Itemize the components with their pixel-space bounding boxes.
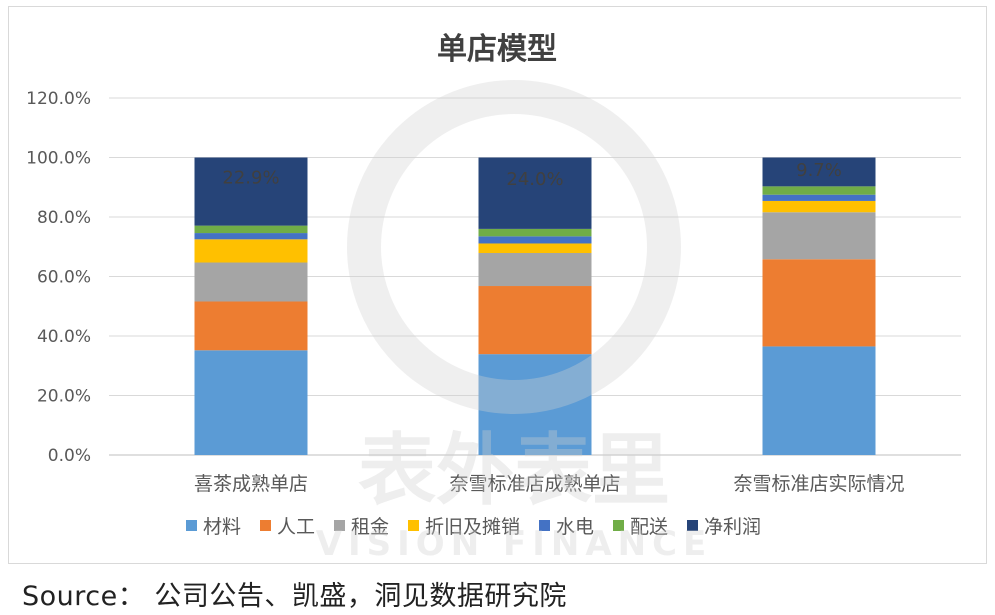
legend-label: 租金 <box>351 516 389 538</box>
y-axis: 0.0% 20.0% 40.0% 60.0% 80.0% 100.0% 120.0% <box>26 89 91 466</box>
legend-swatch <box>334 520 345 531</box>
y-tick-label: 60.0% <box>37 268 91 288</box>
bar-segment <box>478 354 592 455</box>
bar-segment <box>478 252 592 287</box>
x-tick-label: 奈雪标准店成熟单店 <box>449 473 620 495</box>
bar-segment <box>762 346 876 455</box>
legend-swatch <box>687 520 698 531</box>
bar-segment <box>194 350 308 455</box>
legend-swatch <box>260 520 271 531</box>
legend-label: 配送 <box>630 516 668 538</box>
legend-swatch <box>539 520 550 531</box>
bar-segment <box>194 239 308 263</box>
source-note: Source： 公司公告、凯盛，洞见数据研究院 <box>22 581 567 612</box>
bar-segment <box>762 186 876 195</box>
y-tick-label: 20.0% <box>37 387 91 407</box>
bar-segment <box>194 225 308 234</box>
bar-segment <box>194 301 308 351</box>
y-tick-label: 0.0% <box>48 446 91 466</box>
legend-label: 净利润 <box>704 516 761 538</box>
bar-segment <box>762 157 876 187</box>
chart-frame: 单店模型 0.0% 20.0% 40.0% 60.0% 80.0% 100.0% 120.0… <box>8 6 987 564</box>
bar-segment <box>478 236 592 244</box>
data-label: 9.7% <box>796 160 842 181</box>
bar-segment <box>478 243 592 253</box>
bar-segment <box>478 286 592 355</box>
data-label: 22.9% <box>222 168 279 189</box>
legend-label: 材料 <box>203 516 241 538</box>
stacked-bar-chart: 单店模型 0.0% 20.0% 40.0% 60.0% 80.0% 100.0% 120.0… <box>26 32 961 538</box>
legend-swatch <box>613 520 624 531</box>
bars: 22.9% 24.0% 9.7% <box>194 157 876 455</box>
chart-title: 单店模型 <box>437 32 557 67</box>
y-tick-label: 100.0% <box>26 149 91 169</box>
bar-segment <box>478 228 592 237</box>
legend-swatch <box>186 520 197 531</box>
x-tick-label: 喜茶成熟单店 <box>194 473 308 495</box>
bar-segment <box>194 157 308 226</box>
y-tick-label: 120.0% <box>26 89 91 109</box>
legend-label: 人工 <box>277 516 315 538</box>
bar-segment <box>478 157 592 229</box>
legend-swatch <box>408 520 419 531</box>
x-tick-label: 奈雪标准店实际情况 <box>733 473 904 495</box>
legend: 材料 人工 租金 折旧及摊销 水电 配送 净利润 <box>186 516 761 538</box>
legend-label: 水电 <box>556 516 594 538</box>
data-label: 24.0% <box>506 169 563 190</box>
y-tick-label: 80.0% <box>37 208 91 228</box>
bar-segment <box>762 200 876 213</box>
bar-segment <box>762 194 876 201</box>
bar-segment <box>194 262 308 302</box>
legend-label: 折旧及摊销 <box>425 516 520 538</box>
bar-segment <box>762 212 876 260</box>
y-tick-label: 40.0% <box>37 327 91 347</box>
bar-segment <box>194 233 308 240</box>
x-axis: 喜茶成熟单店 奈雪标准店成熟单店 奈雪标准店实际情况 <box>194 473 905 495</box>
bar-segment <box>762 259 876 347</box>
